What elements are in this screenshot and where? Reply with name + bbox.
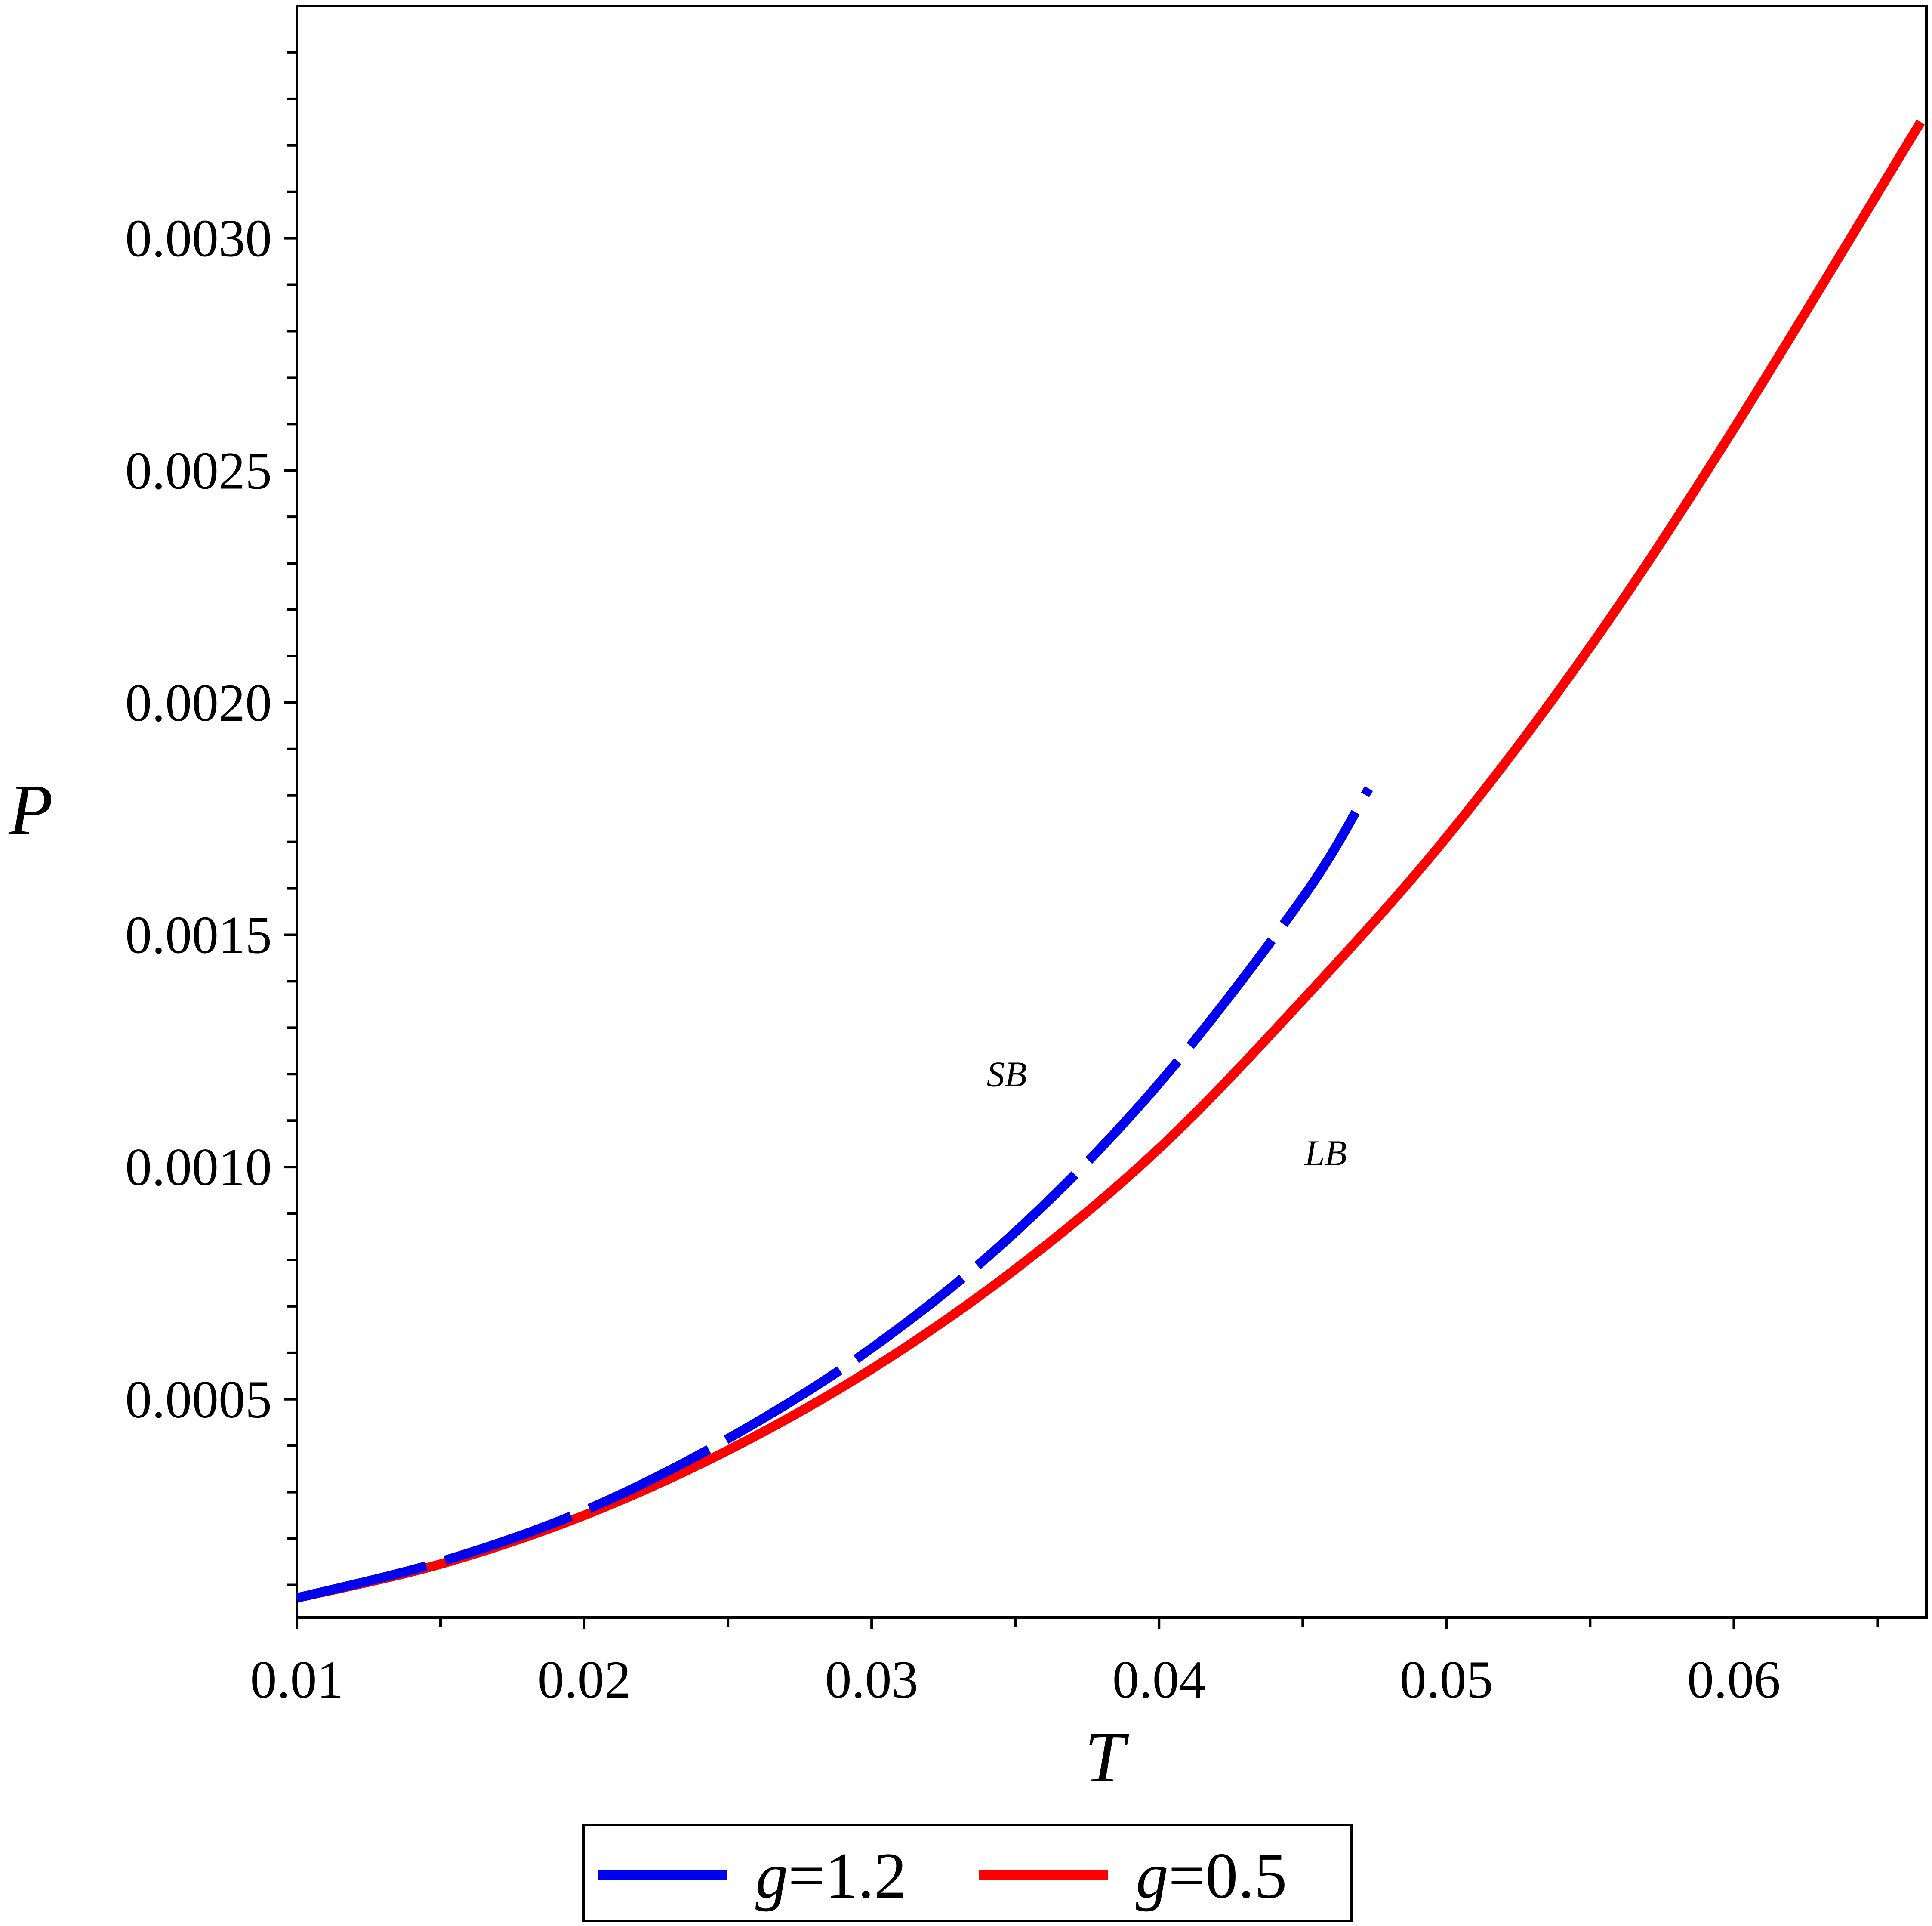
x-tick-label: 0.05	[1400, 1650, 1493, 1709]
x-tick-label: 0.03	[825, 1650, 918, 1709]
y-axis-title: P	[9, 770, 53, 850]
legend-label-g-1-2: g=1.2	[755, 1840, 907, 1912]
x-axis-ticks: 0.01 0.02 0.03 0.04 0.05 0.06	[250, 1617, 1879, 1709]
y-tick-label: 0.0010	[125, 1138, 272, 1197]
x-tick-label: 0.02	[538, 1650, 631, 1709]
x-tick-label: 0.06	[1687, 1650, 1781, 1709]
legend-label-g-0-5: g=0.5	[1136, 1840, 1287, 1912]
annotation-sb: SB	[986, 1054, 1026, 1094]
x-tick-label: 0.01	[250, 1650, 344, 1709]
annotation-lb: LB	[1304, 1133, 1347, 1173]
annotations: SB LB	[986, 1054, 1347, 1173]
x-tick-label: 0.04	[1112, 1650, 1206, 1709]
plot-frame	[296, 5, 1928, 1619]
y-tick-label: 0.0015	[125, 906, 272, 965]
series-line-g-1-2	[296, 786, 1373, 1603]
y-tick-label: 0.0005	[125, 1370, 272, 1429]
y-tick-label: 0.0030	[125, 209, 272, 268]
legend: g=1.2 g=0.5	[582, 1824, 1353, 1922]
series-layer	[296, 120, 1925, 1603]
x-axis-title: T	[1085, 1717, 1129, 1797]
y-tick-label: 0.0025	[125, 441, 272, 500]
y-axis-ticks: 0.0005 0.0010 0.0015 0.0020 0.0025 0.0030	[125, 51, 297, 1586]
y-tick-label: 0.0020	[125, 673, 272, 732]
